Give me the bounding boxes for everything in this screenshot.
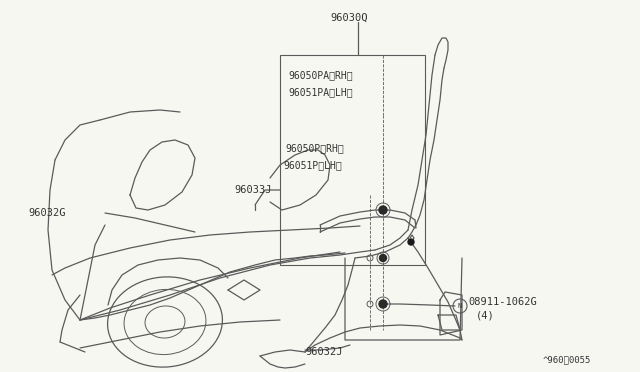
Text: 96050PA〈RH〉: 96050PA〈RH〉 — [288, 70, 353, 80]
Text: 96051PA〈LH〉: 96051PA〈LH〉 — [288, 87, 353, 97]
Bar — [280, 55, 425, 265]
Circle shape — [408, 239, 414, 245]
Text: 96032J: 96032J — [305, 347, 342, 357]
Text: 96033J: 96033J — [234, 185, 271, 195]
Text: 96051P〈LH〉: 96051P〈LH〉 — [283, 160, 342, 170]
Circle shape — [379, 300, 387, 308]
Text: (4): (4) — [476, 311, 495, 321]
Text: 08911-1062G: 08911-1062G — [468, 297, 537, 307]
Circle shape — [380, 254, 387, 262]
Text: 96050P〈RH〉: 96050P〈RH〉 — [285, 143, 344, 153]
Text: 96032G: 96032G — [28, 208, 65, 218]
Text: ^960⁦0055: ^960⁦0055 — [543, 356, 591, 365]
Text: N: N — [458, 303, 462, 309]
Text: 96030Q: 96030Q — [330, 13, 367, 23]
Circle shape — [379, 206, 387, 214]
